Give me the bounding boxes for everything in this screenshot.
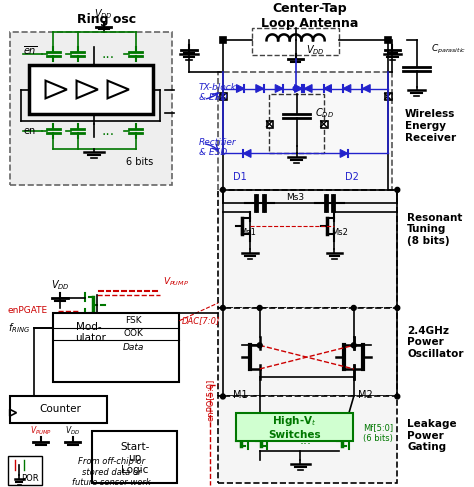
Text: TX-block
& ESD: TX-block & ESD <box>199 83 237 102</box>
Polygon shape <box>343 85 351 93</box>
Text: Ms2: Ms2 <box>331 227 347 237</box>
Text: ...: ... <box>299 434 311 447</box>
Bar <box>385 94 392 100</box>
Polygon shape <box>363 85 370 93</box>
Circle shape <box>220 187 225 192</box>
Text: Mf[5:0]
(6 bits): Mf[5:0] (6 bits) <box>364 423 393 443</box>
Bar <box>218 72 392 195</box>
Polygon shape <box>324 85 331 93</box>
Circle shape <box>351 343 356 348</box>
Text: Ms3: Ms3 <box>286 193 305 202</box>
Text: $C_{parasitic}$: $C_{parasitic}$ <box>431 43 466 56</box>
Text: Leakage
Power
Gating: Leakage Power Gating <box>407 419 456 452</box>
Circle shape <box>395 394 400 399</box>
Bar <box>218 396 397 483</box>
Polygon shape <box>340 150 348 157</box>
Text: ...: ... <box>102 47 115 61</box>
Bar <box>218 190 397 308</box>
Bar <box>252 28 339 55</box>
Text: High-V$_t$
Switches: High-V$_t$ Switches <box>268 414 321 440</box>
Text: From off-chip or
stored data or
future sensor work: From off-chip or stored data or future s… <box>72 457 151 487</box>
Text: FSK: FSK <box>126 316 142 325</box>
Text: Mod-
ulator: Mod- ulator <box>75 322 107 343</box>
Bar <box>220 94 227 100</box>
Text: $V_{DD}$: $V_{DD}$ <box>51 279 70 292</box>
Circle shape <box>220 305 225 310</box>
Text: D1: D1 <box>234 172 247 182</box>
Polygon shape <box>256 85 264 93</box>
Text: DAC[7:0]: DAC[7:0] <box>182 316 220 325</box>
Polygon shape <box>295 85 302 93</box>
Circle shape <box>395 187 400 192</box>
Text: M1: M1 <box>233 390 247 399</box>
Bar <box>218 308 397 396</box>
Text: $V_{PUMP}$: $V_{PUMP}$ <box>29 425 52 437</box>
Bar <box>220 37 226 43</box>
Circle shape <box>293 86 298 91</box>
Text: Center-Tap
Loop Antenna: Center-Tap Loop Antenna <box>262 2 359 30</box>
Text: Rectifier
& ESD: Rectifier & ESD <box>199 138 237 157</box>
Text: $V_{DD}$: $V_{DD}$ <box>65 425 80 437</box>
Bar <box>9 33 173 185</box>
Text: Wireless
Energy
Receiver: Wireless Energy Receiver <box>405 109 456 143</box>
Bar <box>266 121 273 128</box>
Polygon shape <box>237 85 244 93</box>
Bar <box>92 431 177 483</box>
Bar <box>385 37 391 43</box>
Text: $V_{DD}$: $V_{DD}$ <box>306 43 325 57</box>
Bar <box>9 396 107 423</box>
Bar <box>29 65 153 114</box>
Bar <box>321 121 328 128</box>
Text: Ring osc: Ring osc <box>77 13 136 26</box>
Text: POR: POR <box>21 474 39 483</box>
Text: ...: ... <box>102 124 115 138</box>
Text: enPO[5:0]: enPO[5:0] <box>206 378 215 421</box>
Bar <box>237 413 353 441</box>
Circle shape <box>351 305 356 310</box>
Text: en: en <box>23 126 36 136</box>
Circle shape <box>257 343 262 348</box>
Text: Data: Data <box>123 343 145 352</box>
Text: Counter: Counter <box>39 404 81 414</box>
Text: $f_{RING}$: $f_{RING}$ <box>8 321 30 335</box>
Text: $V_{PUMP}$: $V_{PUMP}$ <box>163 275 189 288</box>
Text: 6 bits: 6 bits <box>126 157 153 168</box>
Text: Ms1: Ms1 <box>239 227 255 237</box>
Bar <box>53 313 179 382</box>
Text: D2: D2 <box>345 172 359 182</box>
Text: $\overline{en}$: $\overline{en}$ <box>23 44 37 56</box>
Text: M2: M2 <box>358 390 373 399</box>
Circle shape <box>220 394 225 399</box>
Polygon shape <box>275 85 283 93</box>
Bar <box>8 455 42 485</box>
Text: $V_{DD}$: $V_{DD}$ <box>94 7 113 20</box>
Text: OOK: OOK <box>124 329 144 338</box>
Polygon shape <box>304 85 312 93</box>
Circle shape <box>395 305 400 310</box>
Text: enPGATE: enPGATE <box>8 306 48 316</box>
Text: Start-
up
Logic: Start- up Logic <box>120 442 149 475</box>
Text: $C_{DD}$: $C_{DD}$ <box>315 106 334 120</box>
Circle shape <box>257 305 262 310</box>
Text: Resonant
Tuning
(8 bits): Resonant Tuning (8 bits) <box>407 213 463 246</box>
Bar <box>269 94 324 153</box>
Text: 2.4GHz
Power
Oscillator: 2.4GHz Power Oscillator <box>407 326 464 359</box>
Polygon shape <box>243 150 251 157</box>
